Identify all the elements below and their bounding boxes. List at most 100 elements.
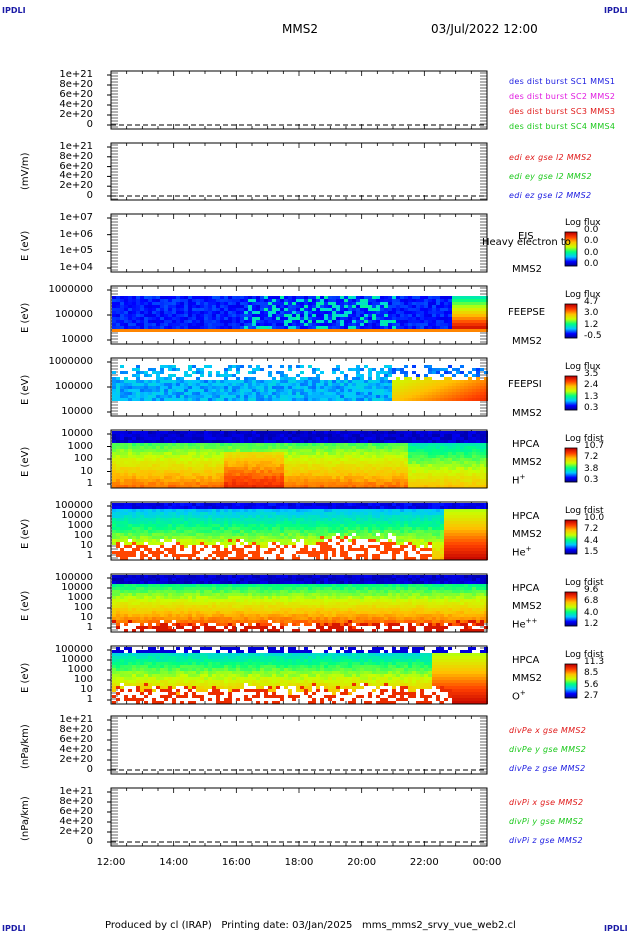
heatmap-cell xyxy=(456,386,460,389)
heatmap-cell xyxy=(252,305,256,308)
heatmap-cell xyxy=(380,368,384,371)
heatmap-cell xyxy=(424,461,428,464)
heatmap-cell xyxy=(168,461,172,464)
heatmap-cell xyxy=(160,389,164,392)
heatmap-cell xyxy=(384,305,388,308)
heatmap-cell xyxy=(312,455,316,458)
heatmap-cell xyxy=(412,299,416,302)
heatmap-cell xyxy=(136,524,140,527)
heatmap-cell xyxy=(472,470,476,473)
heatmap-cell xyxy=(400,467,404,470)
heatmap-cell xyxy=(196,482,200,485)
heatmap-cell xyxy=(460,314,464,317)
heatmap-cell xyxy=(164,296,168,299)
heatmap-cell xyxy=(348,467,352,470)
heatmap-cell xyxy=(128,326,132,329)
heatmap-cell xyxy=(184,431,188,434)
heatmap-cell xyxy=(272,326,276,329)
heatmap-cell xyxy=(248,329,252,332)
heatmap-cell xyxy=(336,431,340,434)
heatmap-cell xyxy=(396,320,400,323)
heatmap-cell xyxy=(268,479,272,482)
heatmap-cell xyxy=(448,380,452,383)
heatmap-cell xyxy=(232,458,236,461)
heatmap-cell xyxy=(280,296,284,299)
heatmap-cell xyxy=(204,452,208,455)
heatmap-cell xyxy=(284,443,288,446)
heatmap-cell xyxy=(424,434,428,437)
heatmap-cell xyxy=(128,452,132,455)
heatmap-cell xyxy=(236,311,240,314)
heatmap-cell xyxy=(144,509,148,512)
heatmap-cell xyxy=(396,317,400,320)
heatmap-cell xyxy=(148,395,152,398)
heatmap-cell xyxy=(388,464,392,467)
heatmap-cell xyxy=(252,371,256,374)
heatmap-cell xyxy=(420,473,424,476)
heatmap-cell xyxy=(176,368,180,371)
heatmap-cell xyxy=(336,455,340,458)
heatmap-cell xyxy=(372,443,376,446)
heatmap-cell xyxy=(248,449,252,452)
heatmap-cell xyxy=(388,368,392,371)
heatmap-cell xyxy=(412,461,416,464)
heatmap-cell xyxy=(144,392,148,395)
heatmap-cell xyxy=(268,434,272,437)
heatmap-cell xyxy=(244,383,248,386)
heatmap-cell xyxy=(300,431,304,434)
heatmap-cell xyxy=(136,443,140,446)
heatmap-cell xyxy=(444,476,448,479)
heatmap-cell xyxy=(336,392,340,395)
heatmap-cell xyxy=(400,326,404,329)
heatmap-cell xyxy=(344,317,348,320)
heatmap-cell xyxy=(388,461,392,464)
heatmap-cell xyxy=(152,434,156,437)
heatmap-cell xyxy=(468,323,472,326)
heatmap-cell xyxy=(304,434,308,437)
heatmap-cell xyxy=(480,443,484,446)
heatmap-cell xyxy=(456,437,460,440)
heatmap-cell xyxy=(424,446,428,449)
heatmap-cell xyxy=(472,482,476,485)
heatmap-cell xyxy=(156,455,160,458)
heatmap-cell xyxy=(116,530,120,533)
heatmap-cell xyxy=(332,467,336,470)
heatmap-cell xyxy=(152,308,156,311)
heatmap-cell xyxy=(148,314,152,317)
heatmap-cell xyxy=(140,314,144,317)
heatmap-cell xyxy=(240,365,244,368)
heatmap-cell xyxy=(432,380,436,383)
heatmap-cell xyxy=(140,542,144,545)
heatmap-cell xyxy=(368,374,372,377)
heatmap-cell xyxy=(392,311,396,314)
heatmap-cell xyxy=(136,470,140,473)
heatmap-cell xyxy=(472,395,476,398)
heatmap-cell xyxy=(152,473,156,476)
heatmap-cell xyxy=(172,458,176,461)
heatmap-cell xyxy=(400,308,404,311)
heatmap-cell xyxy=(472,302,476,305)
heatmap-cell xyxy=(344,482,348,485)
heatmap-cell xyxy=(384,392,388,395)
heatmap-cell xyxy=(144,323,148,326)
heatmap-cell xyxy=(360,386,364,389)
heatmap-cell xyxy=(348,482,352,485)
heatmap-cell xyxy=(148,542,152,545)
heatmap-cell xyxy=(460,308,464,311)
heatmap-cell xyxy=(188,434,192,437)
heatmap-cell xyxy=(260,305,264,308)
heatmap-cell xyxy=(316,299,320,302)
heatmap-cell xyxy=(168,302,172,305)
heatmap-cell xyxy=(400,473,404,476)
heatmap-cell xyxy=(156,326,160,329)
heatmap-cell xyxy=(276,383,280,386)
heatmap-cell xyxy=(180,398,184,401)
heatmap-cell xyxy=(256,395,260,398)
heatmap-cell xyxy=(480,308,484,311)
heatmap-cell xyxy=(112,455,116,458)
heatmap-cell xyxy=(192,434,196,437)
heatmap-cell xyxy=(152,395,156,398)
heatmap-cell xyxy=(288,326,292,329)
heatmap-cell xyxy=(116,554,120,557)
heatmap-cell xyxy=(340,473,344,476)
